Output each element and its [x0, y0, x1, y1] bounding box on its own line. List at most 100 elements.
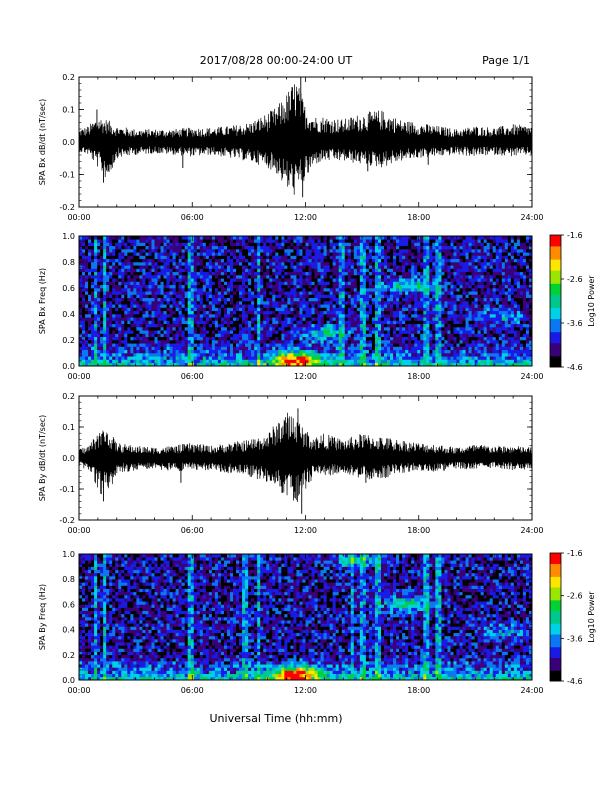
spectrogram-cell: [97, 340, 101, 344]
spectrogram-cell: [320, 294, 324, 299]
spectrogram-cell: [263, 242, 267, 247]
spectrogram-cell: [290, 239, 294, 243]
spectrogram-cell: [420, 301, 424, 305]
spectrogram-cell: [296, 359, 300, 364]
spectrogram-cell: [211, 314, 216, 318]
spectrogram-cell: [341, 265, 346, 269]
spectrogram-cell: [106, 275, 110, 279]
spectrogram-cell: [338, 343, 343, 347]
spectrogram-cell: [338, 258, 343, 263]
spectrogram-cell: [136, 333, 140, 338]
spectrogram-cell: [169, 265, 173, 269]
spectrogram-cell: [136, 268, 140, 273]
spectrogram-cell: [94, 330, 98, 334]
spectrogram-cell: [393, 317, 397, 321]
spectrogram-cell: [257, 258, 261, 263]
spectrogram-cell: [390, 301, 394, 305]
spectrogram-cell: [127, 356, 131, 360]
spectrogram-cell: [124, 323, 128, 328]
spectrogram-cell: [305, 330, 309, 334]
spectrogram-cell: [181, 362, 185, 367]
spectrogram-cell: [335, 284, 340, 289]
spectrogram-cell: [432, 255, 436, 260]
spectrogram-cell: [136, 336, 140, 341]
spectrogram-cell: [356, 242, 361, 247]
spectrogram-cell: [341, 356, 346, 360]
spectrogram-cell: [314, 362, 318, 367]
spectrogram-cell: [335, 268, 340, 273]
spectrogram-cell: [287, 281, 291, 286]
spectrogram-cell: [163, 242, 167, 247]
spectrogram-cell: [142, 271, 146, 276]
spectrogram-cell: [335, 304, 340, 308]
spectrogram-cell: [190, 314, 195, 318]
spectrogram-cell: [438, 301, 442, 305]
spectrogram-cell: [384, 284, 388, 289]
spectrogram-cell: [211, 291, 216, 295]
spectrogram-cell: [384, 340, 388, 344]
spectrogram-cell: [311, 294, 315, 299]
spectrogram-cell: [308, 359, 312, 364]
spectrogram-cell: [115, 255, 119, 260]
spectrogram-cell: [205, 297, 210, 302]
spectrogram-cell: [368, 340, 373, 344]
spectrogram-cell: [124, 284, 128, 289]
spectrogram-cell: [202, 255, 207, 260]
spectrogram-cell: [350, 301, 355, 305]
spectrogram-cell: [236, 265, 240, 269]
spectrogram-cell: [393, 346, 397, 351]
spectrogram-cell: [293, 333, 297, 338]
spectrogram-cell: [208, 362, 213, 367]
spectrogram-cell: [181, 304, 185, 308]
spectrogram-cell: [103, 262, 107, 266]
spectrogram-cell: [124, 249, 128, 253]
spectrogram-cell: [245, 278, 249, 282]
spectrogram-cell: [133, 359, 137, 364]
spectrogram-cell: [205, 327, 210, 331]
spectrogram-cell: [320, 333, 324, 338]
spectrogram-cell: [296, 284, 300, 289]
spectrogram-cell: [426, 304, 430, 308]
spectrogram-cell: [293, 281, 297, 286]
spectrogram-cell: [245, 323, 249, 328]
spectrogram-cell: [148, 304, 152, 308]
spectrogram-cell: [347, 333, 352, 338]
spectrogram-cell: [163, 281, 167, 286]
spectrogram-cell: [91, 258, 95, 263]
spectrogram-cell: [263, 239, 267, 243]
spectrogram-cell: [381, 281, 385, 286]
spectrogram-cell: [411, 346, 415, 351]
spectrogram-cell: [423, 291, 427, 295]
spectrogram-cell: [257, 323, 261, 328]
spectrogram-cell: [302, 236, 306, 240]
spectrogram-cell: [341, 304, 346, 308]
spectrogram-cell: [109, 346, 113, 351]
spectrogram-cell: [417, 294, 421, 299]
spectrogram-cell: [257, 330, 261, 334]
spectrogram-cell: [118, 301, 122, 305]
spectrogram-cell: [118, 310, 122, 315]
spectrogram-cell: [441, 255, 445, 260]
spectrogram-cell: [311, 258, 315, 263]
spectrogram-cell: [284, 239, 288, 243]
spectrogram-cell: [365, 349, 370, 354]
spectrogram-cell: [160, 271, 164, 276]
spectrogram-cell: [381, 275, 385, 279]
spectrogram-cell: [399, 239, 403, 243]
spectrogram-cell: [178, 288, 182, 292]
spectrogram-cell: [350, 288, 355, 292]
spectrogram-cell: [88, 343, 92, 347]
spectrogram-cell: [299, 236, 303, 240]
spectrogram-cell: [347, 349, 352, 354]
spectrogram-cell: [335, 297, 340, 302]
spectrogram-cell: [79, 304, 83, 308]
spectrogram-cell: [190, 327, 195, 331]
spectrogram-cell: [257, 320, 261, 325]
spectrogram-cell: [136, 262, 140, 266]
spectrogram-cell: [311, 333, 315, 338]
spectrogram-cell: [281, 359, 285, 364]
spectrogram-cell: [142, 242, 146, 247]
spectrogram-cell: [193, 362, 198, 367]
spectrogram-cell: [293, 356, 297, 360]
spectrogram-cell: [308, 271, 312, 276]
